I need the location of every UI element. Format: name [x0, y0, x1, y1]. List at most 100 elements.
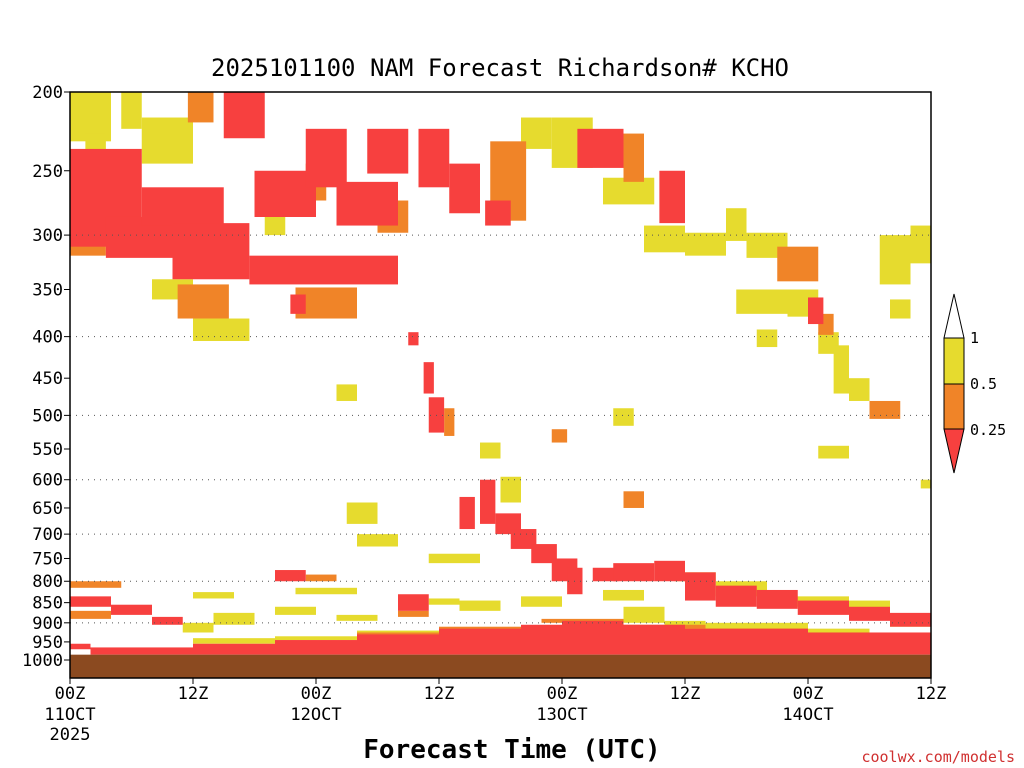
heatmap-cell-h-106	[428, 598, 460, 605]
heatmap-cell-l-94	[70, 596, 111, 607]
heatmap-cell-l-80	[890, 612, 931, 627]
x-axis-label: Forecast Time (UTC)	[363, 735, 660, 765]
y-tick-label-600: 600	[32, 471, 63, 491]
heatmap-cell-l-74	[654, 560, 685, 582]
y-tick-label-800: 800	[32, 572, 63, 592]
heatmap-cell-h-50	[910, 225, 931, 264]
y-tick-label-700: 700	[32, 525, 63, 545]
x-tick-label-4-1: 13OCT	[536, 705, 587, 725]
heatmap-cell-h-85	[849, 600, 890, 609]
heatmap-cell-l-63	[459, 496, 475, 530]
heatmap-cell-h-28	[70, 92, 111, 142]
heatmap-cell-h-58	[920, 479, 931, 489]
heatmap-cell-h-87	[623, 606, 665, 623]
heatmap-cell-h-108	[357, 534, 398, 547]
heatmap-cell-l-112	[275, 640, 357, 655]
y-tick-label-300: 300	[32, 226, 63, 246]
heatmap-cell-h-48	[849, 378, 870, 401]
heatmap-cell-l-75	[685, 572, 716, 601]
heatmap-cell-l-13	[367, 128, 409, 174]
x-tick-label-4-0: 00Z	[547, 684, 578, 704]
x-tick-label-3-0: 12Z	[424, 684, 455, 704]
heatmap-cell-l-4	[172, 223, 250, 280]
heatmap-cell-h-55	[480, 442, 501, 459]
heatmap-cell-l-66	[510, 529, 537, 549]
y-tick-label-900: 900	[32, 614, 63, 634]
heatmap-cell-m-97	[70, 610, 111, 619]
y-tick-label-250: 250	[32, 162, 63, 182]
y-tick-label-200: 200	[32, 83, 63, 103]
heatmap-cell-l-119	[808, 632, 931, 655]
y-axis-ticks: 200 250 300 350 400 450 500 550 600 650 700 750 8008…	[22, 83, 70, 671]
y-tick-label-450: 450	[32, 369, 63, 389]
heatmap-cell-l-21	[577, 128, 624, 168]
heatmap-cell-l-96	[152, 616, 183, 625]
y-tick-label-1000: 1000	[22, 651, 63, 671]
heatmap-cell-l-16	[290, 294, 306, 314]
heatmap-cell-h-54	[500, 476, 521, 503]
heatmap-cell-h-130	[295, 587, 357, 595]
heatmap-cell-h-41	[726, 208, 747, 241]
heatmap-cell-h-99	[213, 612, 255, 625]
chart-title: 2025101100 NAM Forecast Richardson# KCHO	[211, 54, 789, 82]
heatmap-cell-m-103	[398, 610, 429, 617]
heatmap-cell-l-115	[521, 624, 562, 655]
heatmap-cell-l-11	[336, 181, 398, 226]
heatmap-cell-m-101	[305, 574, 337, 582]
legend-label-1: 1	[970, 329, 979, 347]
ground-surface	[70, 654, 931, 678]
heatmap-cell-l-64	[480, 479, 496, 524]
legend-label-0-5: 0.5	[970, 375, 997, 393]
y-tick-label-350: 350	[32, 280, 63, 300]
heatmap-cell-l-9	[223, 92, 265, 139]
heatmap-cell-h-39	[644, 225, 685, 253]
heatmap-cell-l-72	[592, 567, 619, 582]
heatmap-cell-h-105	[336, 614, 378, 621]
heatmap-cell-m-62	[444, 408, 455, 436]
heatmap-cell-m-71	[623, 491, 644, 508]
x-tick-label-2-0: 00Z	[301, 684, 332, 704]
heatmap-regions	[70, 92, 931, 655]
x-tick-label-7-0: 12Z	[916, 684, 947, 704]
heatmap-cell-h-57	[818, 445, 849, 459]
x-tick-label-0-1: 11OCT	[44, 705, 95, 725]
legend-swatch-above-1	[943, 293, 965, 339]
y-tick-label-400: 400	[32, 328, 63, 348]
credit-link[interactable]: coolwx.com/models	[861, 748, 1015, 766]
heatmap-cell-h-38	[603, 177, 655, 205]
heatmap-cell-h-56	[346, 502, 378, 524]
heatmap-cell-l-73	[613, 563, 655, 582]
heatmap-cell-l-110	[90, 647, 193, 655]
heatmap-cell-h-129	[193, 592, 234, 599]
heatmap-cell-h-133	[603, 589, 644, 601]
heatmap-cell-l-23	[659, 170, 685, 224]
heatmap-cell-l-67	[531, 544, 557, 564]
color-legend: 1 0.5 0.25	[943, 293, 1006, 474]
heatmap-cell-l-79	[849, 606, 890, 621]
heatmap-cell-m-10	[187, 92, 214, 123]
heatmap-cell-h-127	[275, 636, 357, 641]
legend-swatch-below-0-25	[943, 428, 965, 474]
heatmap-cell-h-132	[521, 596, 562, 607]
x-tick-label-2-1: 12OCT	[290, 705, 341, 725]
x-tick-label-6-1: 14OCT	[782, 705, 833, 725]
heatmap-cell-h-128	[357, 630, 439, 635]
heatmap-cell-l-77	[756, 589, 798, 609]
heatmap-cell-m-22	[623, 133, 644, 182]
heatmap-cell-m-24	[777, 246, 819, 282]
heatmap-cell-h-31	[141, 117, 193, 164]
heatmap-cell-l-18	[449, 163, 480, 214]
heatmap-cell-l-59	[423, 362, 434, 394]
heatmap-cell-l-114	[439, 628, 521, 655]
y-tick-label-950: 950	[32, 633, 63, 653]
heatmap-cell-l-5	[249, 255, 398, 285]
heatmap-cell-h-40	[685, 232, 726, 256]
heatmap-cell-h-98	[182, 622, 214, 633]
heatmap-cell-l-25	[808, 297, 824, 325]
heatmap-cell-m-27	[869, 400, 901, 419]
heatmap-cell-h-126	[193, 638, 275, 644]
x-tick-label-0-2: 2025	[50, 725, 91, 745]
y-tick-label-500: 500	[32, 406, 63, 426]
